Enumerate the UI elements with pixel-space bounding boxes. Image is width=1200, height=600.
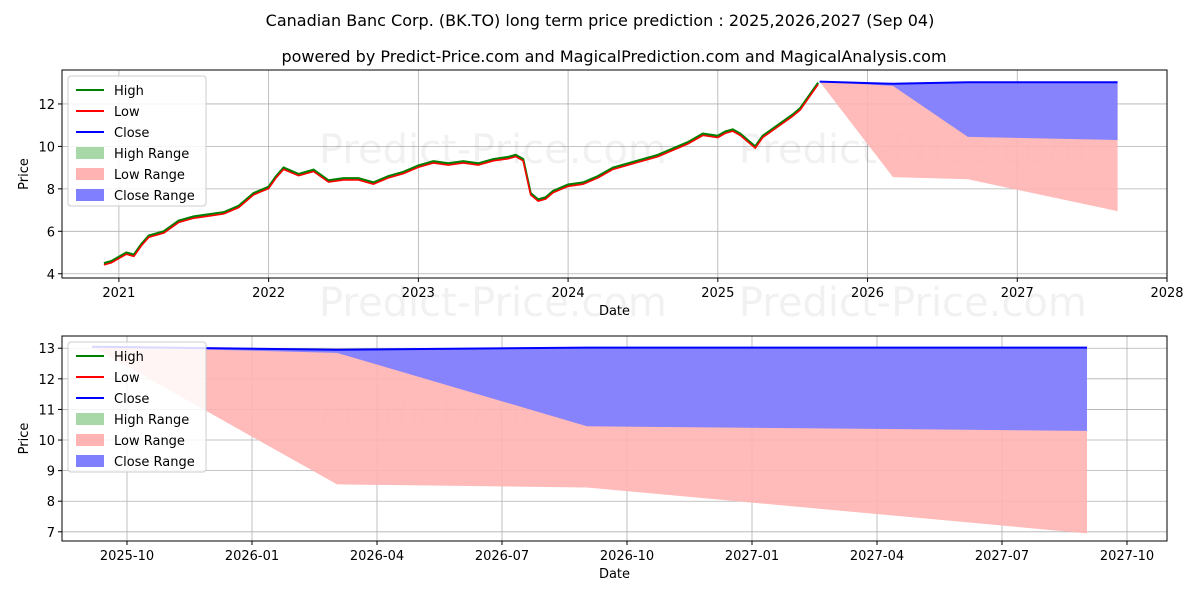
- watermark-text: Predict-Price.com: [739, 280, 1087, 326]
- legend-label-close: Close: [114, 392, 149, 407]
- close-line: [91, 345, 1087, 351]
- x-tick-label: 2026-01: [225, 549, 279, 564]
- x-tick-label: 2026-07: [475, 549, 529, 564]
- legend-label-low: Low: [114, 105, 140, 120]
- close-range-band: [92, 346, 1087, 431]
- x-tick-label: 2027-10: [1100, 549, 1154, 564]
- y-axis-label: Price: [17, 158, 32, 190]
- legend-label-low-range: Low Range: [114, 434, 185, 449]
- legend-label-low-range: Low Range: [114, 168, 185, 183]
- x-tick-label: 2027-07: [975, 549, 1029, 564]
- y-tick-label: 10: [38, 140, 55, 155]
- x-tick-label: 2026-10: [600, 549, 654, 564]
- legend-swatch-low-range: [76, 168, 104, 180]
- watermark-text: Predict-Price.com: [319, 280, 667, 326]
- x-tick-label: 2027-01: [725, 549, 779, 564]
- legend-label-close-range: Close Range: [114, 455, 195, 470]
- x-tick-label: 2026: [851, 286, 884, 301]
- legend-label-high-range: High Range: [114, 147, 189, 162]
- y-tick-label: 8: [47, 495, 55, 510]
- y-tick-label: 8: [47, 183, 55, 198]
- x-tick-label: 2024: [552, 286, 585, 301]
- watermark-text: Predict-Price.com: [319, 127, 667, 173]
- y-tick-label: 10: [38, 434, 55, 449]
- y-tick-label: 7: [47, 526, 55, 541]
- x-tick-label: 2026-04: [350, 549, 404, 564]
- legend-label-high: High: [114, 84, 144, 99]
- legend-label-high-range: High Range: [114, 413, 189, 428]
- close-range-band: [819, 81, 1118, 141]
- y-tick-label: 11: [38, 403, 55, 418]
- x-tick-label: 2025-10: [100, 549, 154, 564]
- y-tick-label: 12: [38, 373, 55, 388]
- x-axis-label: Date: [599, 304, 630, 319]
- legend-swatch-high-range: [76, 147, 104, 159]
- legend-label-close: Close: [114, 126, 149, 141]
- y-tick-label: 4: [47, 268, 55, 283]
- plot-frame: [61, 69, 1168, 279]
- y-tick-label: 9: [47, 465, 55, 480]
- chart-title: Canadian Banc Corp. (BK.TO) long term pr…: [266, 11, 935, 30]
- chart-panel-1: Predict-Price.com Predict-Price.com Predic…: [17, 69, 1184, 326]
- legend-label-high: High: [114, 350, 144, 365]
- x-tick-label: 2025: [701, 286, 734, 301]
- y-tick-label: 12: [38, 98, 55, 113]
- x-tick-label: 2023: [402, 286, 435, 301]
- high-line: [103, 82, 820, 265]
- x-tick-label: 2028: [1150, 286, 1183, 301]
- legend-label-close-range: Close Range: [114, 189, 195, 204]
- legend-swatch-low-range: [76, 434, 104, 446]
- x-axis-label: Date: [599, 567, 630, 582]
- close-line: [819, 80, 1118, 85]
- legend-swatch-close-range: [76, 189, 104, 201]
- legend: High Low Close High Range Low Range Close Ran…: [67, 75, 207, 207]
- x-tick-label: 2022: [252, 286, 285, 301]
- legend-swatch-high-range: [76, 413, 104, 425]
- y-tick-label: 13: [38, 342, 55, 357]
- x-tick-label: 2021: [102, 286, 135, 301]
- chart-subtitle: powered by Predict-Price.com and Magical…: [281, 47, 946, 66]
- y-tick-label: 6: [47, 225, 55, 240]
- chart-panel-2: Predict-Price.comPredict-Price.com2025-1…: [17, 335, 1168, 582]
- low-line: [103, 83, 819, 266]
- y-axis-label: Price: [17, 423, 32, 455]
- legend: High Low Close High Range Low Range Close Ran…: [67, 341, 207, 473]
- x-tick-label: 2027: [1001, 286, 1034, 301]
- x-tick-label: 2027-04: [850, 549, 904, 564]
- legend-swatch-close-range: [76, 455, 104, 467]
- legend-label-low: Low: [114, 371, 140, 386]
- plot-frame: [61, 335, 1168, 542]
